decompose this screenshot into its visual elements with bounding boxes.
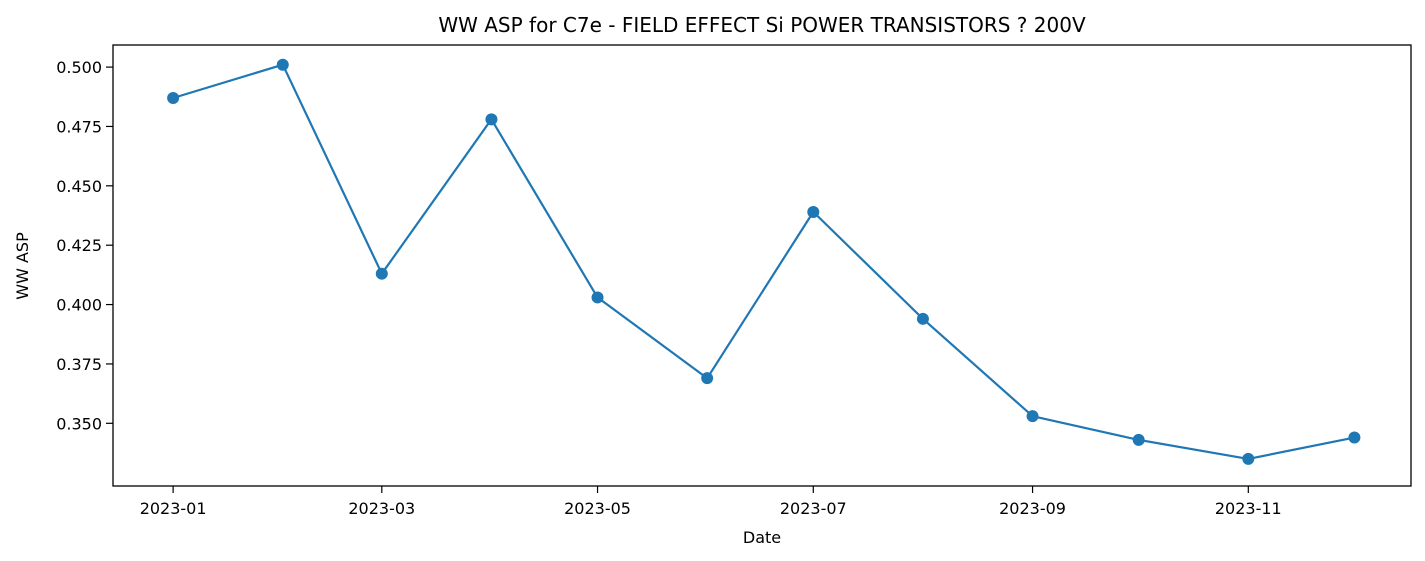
y-tick-label: 0.500 bbox=[56, 58, 102, 77]
x-tick-label: 2023-01 bbox=[140, 499, 207, 518]
data-point bbox=[591, 291, 604, 304]
x-axis-label: Date bbox=[743, 528, 781, 547]
data-point bbox=[916, 312, 929, 325]
data-point bbox=[276, 58, 289, 71]
x-tick-label: 2023-11 bbox=[1215, 499, 1282, 518]
y-tick-label: 0.475 bbox=[56, 117, 102, 136]
data-point bbox=[485, 113, 498, 126]
plot-area: 0.350 0.375 0.400 0.425 0.450 0.475 0.500 2023-… bbox=[56, 44, 1412, 518]
y-tick-label: 0.400 bbox=[56, 296, 102, 315]
data-point bbox=[701, 372, 714, 385]
y-axis-label: WW ASP bbox=[13, 232, 32, 300]
data-point bbox=[375, 267, 388, 280]
x-tick-label: 2023-03 bbox=[348, 499, 415, 518]
data-point bbox=[807, 205, 820, 218]
series-line bbox=[172, 63, 1355, 460]
chart-title: WW ASP for C7e - FIELD EFFECT Si POWER T… bbox=[438, 13, 1086, 37]
x-tick-label: 2023-05 bbox=[564, 499, 631, 518]
data-point bbox=[1348, 431, 1361, 444]
x-tick-label: 2023-09 bbox=[999, 499, 1066, 518]
y-tick-label: 0.425 bbox=[56, 236, 102, 255]
data-point bbox=[1026, 410, 1039, 423]
y-tick-label: 0.375 bbox=[56, 355, 102, 374]
plot-frame bbox=[112, 44, 1412, 487]
x-tick-label: 2023-07 bbox=[780, 499, 847, 518]
data-point bbox=[167, 91, 180, 104]
y-tick-label: 0.450 bbox=[56, 177, 102, 196]
data-point bbox=[1132, 433, 1145, 446]
data-point bbox=[1242, 452, 1255, 465]
y-tick-label: 0.350 bbox=[56, 414, 102, 433]
